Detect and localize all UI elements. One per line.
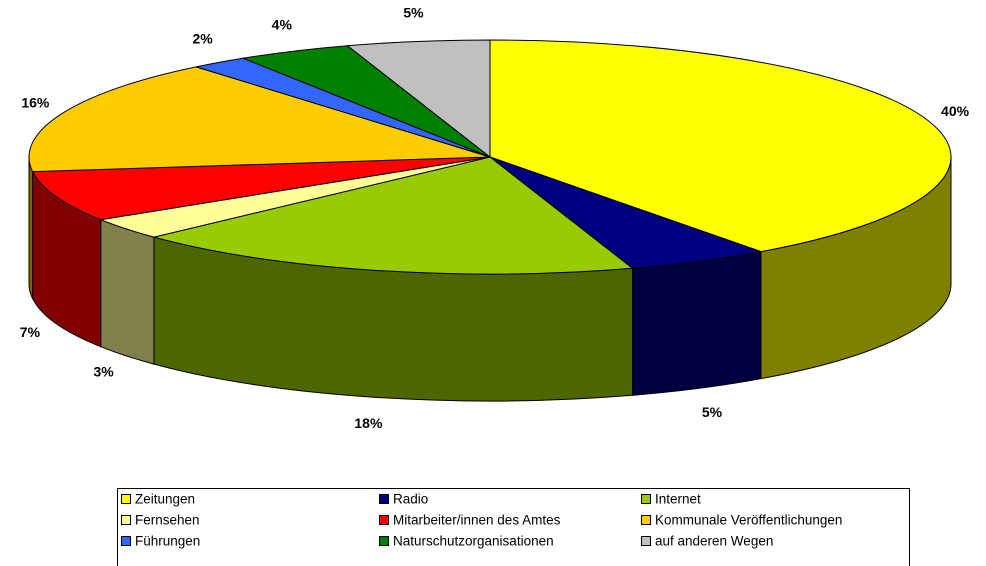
legend-label: Internet bbox=[655, 492, 701, 507]
pie-tops bbox=[28, 39, 952, 275]
legend-swatch bbox=[121, 515, 131, 525]
legend-swatch bbox=[641, 494, 651, 504]
legend-label: Führungen bbox=[135, 534, 200, 549]
legend: Zeitungen Radio Internet Fernsehen Mitarbeit… bbox=[121, 492, 842, 549]
slice-side bbox=[28, 156, 34, 299]
legend-swatch bbox=[641, 536, 651, 546]
slice-side bbox=[100, 218, 155, 365]
slice bbox=[153, 156, 634, 275]
legend-swatch bbox=[121, 494, 131, 504]
data-label: 4% bbox=[272, 17, 293, 33]
legend-swatch bbox=[379, 494, 389, 504]
legend-label: Naturschutzorganisationen bbox=[393, 534, 554, 549]
legend-label: Radio bbox=[393, 492, 428, 507]
legend-box bbox=[117, 488, 910, 566]
data-label: 3% bbox=[93, 364, 114, 380]
pie-walls bbox=[28, 156, 952, 402]
legend-label: Zeitungen bbox=[135, 492, 195, 507]
data-label: 5% bbox=[403, 4, 424, 20]
data-label: 40% bbox=[941, 103, 970, 119]
slice bbox=[28, 66, 491, 173]
slice bbox=[489, 39, 952, 253]
data-label: 7% bbox=[20, 324, 41, 340]
slice bbox=[346, 39, 491, 159]
slice bbox=[31, 156, 491, 221]
data-label: 2% bbox=[192, 30, 213, 46]
legend-label: auf anderen Wegen bbox=[655, 534, 773, 549]
data-labels: 40% 5% 18% 3% 7% 16% 2% 4% 5% bbox=[20, 4, 970, 431]
legend-swatch bbox=[379, 515, 389, 525]
data-label: 16% bbox=[21, 94, 50, 110]
data-label: 18% bbox=[354, 415, 383, 431]
legend-label: Fernsehen bbox=[135, 513, 200, 528]
legend-swatch bbox=[379, 536, 389, 546]
data-label: 5% bbox=[702, 404, 723, 420]
slice-side bbox=[631, 251, 762, 396]
slice bbox=[489, 156, 763, 269]
legend-swatch bbox=[641, 515, 651, 525]
legend-label: Kommunale Veröffentlichungen bbox=[655, 513, 842, 528]
legend-swatch bbox=[121, 536, 131, 546]
legend-label: Mitarbeiter/innen des Amtes bbox=[393, 513, 561, 528]
